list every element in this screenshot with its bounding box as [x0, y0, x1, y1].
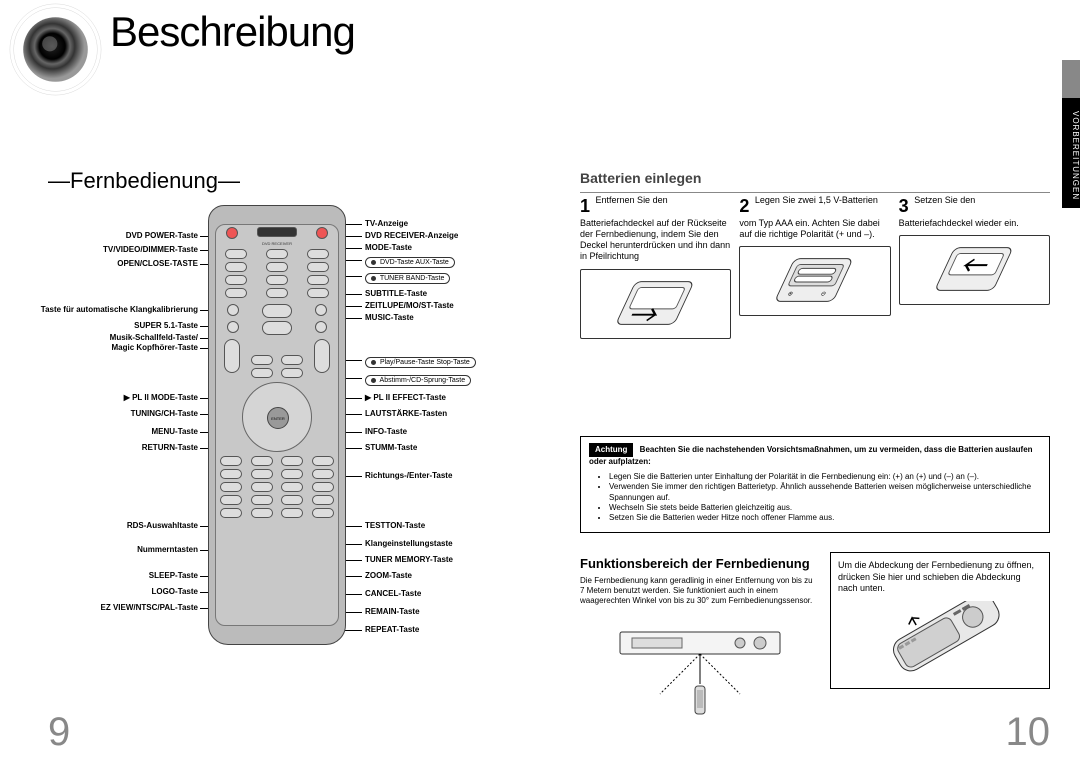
remote-label-right: CANCEL-Taste — [365, 589, 545, 598]
divider — [580, 192, 1050, 193]
caution-item: Legen Sie die Batterien unter Einhaltung… — [609, 472, 1041, 482]
step-text: Setzen Sie den Batteriefachdeckel wieder… — [899, 195, 1019, 228]
page-number-right: 10 — [1006, 710, 1051, 755]
remote-label-right: Richtungs-/Enter-Taste — [365, 471, 545, 480]
batteries-heading: Batterien einlegen — [580, 170, 701, 186]
speaker-logo-icon — [8, 2, 103, 97]
remote-label-left: SUPER 5.1-Taste — [20, 321, 198, 330]
remote-label-left: ▶ PL II MODE-Taste — [20, 393, 198, 402]
caution-intro: Beachten Sie die nachstehenden Vorsichts… — [589, 445, 1033, 466]
remote-label-left: DVD POWER-Taste — [20, 231, 198, 240]
remote-label-right: TUNER BAND-Taste — [365, 271, 545, 284]
remote-body: DVD RECEIVER — [208, 205, 346, 645]
remote-label-right: MODE-Taste — [365, 243, 545, 252]
remote-label-right: DVD-Taste AUX-Taste — [365, 255, 545, 268]
remote-label-right: Klangeinstellungstaste — [365, 539, 545, 548]
remote-label-right: Abstimm-/CD-Sprung-Taste — [365, 373, 545, 386]
remote-label-right: ZOOM-Taste — [365, 571, 545, 580]
remote-label-left: TUNING/CH-Taste — [20, 409, 198, 418]
remote-label-left: Taste für automatische Klangkalibrierung — [20, 305, 198, 314]
caution-tag: Achtung — [589, 443, 633, 457]
caution-list: Legen Sie die Batterien unter Einhaltung… — [589, 472, 1041, 524]
remote-diagram: DVD POWER-Taste TV/VIDEO/DIMMER-Taste OPEN… — [20, 205, 540, 655]
remote-label-left: RDS-Auswahltaste — [20, 521, 198, 530]
caution-item: Verwenden Sie immer den richtigen Batter… — [609, 482, 1041, 503]
battery-step-1: 1 Entfernen Sie den Batteriefachdeckel a… — [580, 195, 731, 339]
remote-label-right: DVD RECEIVER-Anzeige — [365, 231, 545, 240]
remote-label-right: INFO-Taste — [365, 427, 545, 436]
remote-label-left: Magic Kopfhörer-Taste — [20, 343, 198, 352]
battery-step-2: 2 Legen Sie zwei 1,5 V-Batterien vom Typ… — [739, 195, 890, 339]
battery-illustration-1 — [580, 269, 731, 339]
remote-label-left: MENU-Taste — [20, 427, 198, 436]
remote-label-right: MUSIC-Taste — [365, 313, 545, 322]
caution-box: Achtung Beachten Sie die nachstehenden V… — [580, 436, 1050, 533]
step-number: 3 — [899, 195, 909, 218]
remote-label-right: REPEAT-Taste — [365, 625, 545, 634]
remote-label-left: EZ VIEW/NTSC/PAL-Taste — [20, 603, 198, 612]
remote-label-right: SUBTITLE-Taste — [365, 289, 545, 298]
remote-label-left: LOGO-Taste — [20, 587, 198, 596]
remote-label-left: TV/VIDEO/DIMMER-Taste — [20, 245, 198, 254]
remote-label-left: OPEN/CLOSE-TASTE — [20, 259, 198, 268]
caution-item: Setzen Sie die Batterien weder Hitze noc… — [609, 513, 1041, 523]
remote-label-left: Nummerntasten — [20, 545, 198, 554]
step-text: Entfernen Sie den Batteriefachdeckel auf… — [580, 195, 730, 261]
remote-label-right: ▶ PL II EFFECT-Taste — [365, 393, 545, 402]
battery-steps-row: 1 Entfernen Sie den Batteriefachdeckel a… — [580, 195, 1050, 339]
remote-label-right: LAUTSTÄRKE-Tasten — [365, 409, 545, 418]
step-number: 2 — [739, 195, 749, 218]
remote-label-right: ZEITLUPE/MO/ST-Taste — [365, 301, 545, 310]
step-number: 1 — [580, 195, 590, 218]
remote-label-right: TUNER MEMORY-Taste — [365, 555, 545, 564]
battery-step-3: 3 Setzen Sie den Batteriefachdeckel wied… — [899, 195, 1050, 339]
function-range-title: Funktionsbereich der Fernbedienung — [580, 556, 810, 571]
remote-label-right: Play/Pause-Taste Stop-Taste — [365, 355, 545, 368]
page-number-left: 9 — [48, 710, 70, 755]
open-cover-box: Um die Abdeckung der Fernbedienung zu öf… — [830, 552, 1050, 689]
side-tab: VORBEREITUNGEN — [1062, 98, 1080, 208]
battery-illustration-3 — [899, 235, 1050, 305]
remote-label-right: STUMM-Taste — [365, 443, 545, 452]
section-title: —Fernbedienung— — [48, 168, 240, 194]
caution-item: Wechseln Sie stets beide Batterien gleic… — [609, 503, 1041, 513]
remote-label-right: TESTTON-Taste — [365, 521, 545, 530]
page-title: Beschreibung — [110, 8, 355, 56]
remote-label-left: Musik-Schallfeld-Taste/ — [20, 333, 198, 342]
remote-label-left: RETURN-Taste — [20, 443, 198, 452]
battery-illustration-2: ⊕⊖ — [739, 246, 890, 316]
remote-label-left: SLEEP-Taste — [20, 571, 198, 580]
receiver-range-diagram — [610, 630, 790, 720]
side-tab-spacer — [1062, 60, 1080, 98]
remote-label-right: TV-Anzeige — [365, 219, 545, 228]
function-range-body: Die Fernbedienung kann geradlinig in ein… — [580, 576, 815, 606]
open-cover-text: Um die Abdeckung der Fernbedienung zu öf… — [838, 560, 1034, 593]
remote-label-right: REMAIN-Taste — [365, 607, 545, 616]
remote-open-diagram — [838, 601, 1042, 681]
step-text: Legen Sie zwei 1,5 V-Batterien vom Typ A… — [739, 195, 879, 239]
